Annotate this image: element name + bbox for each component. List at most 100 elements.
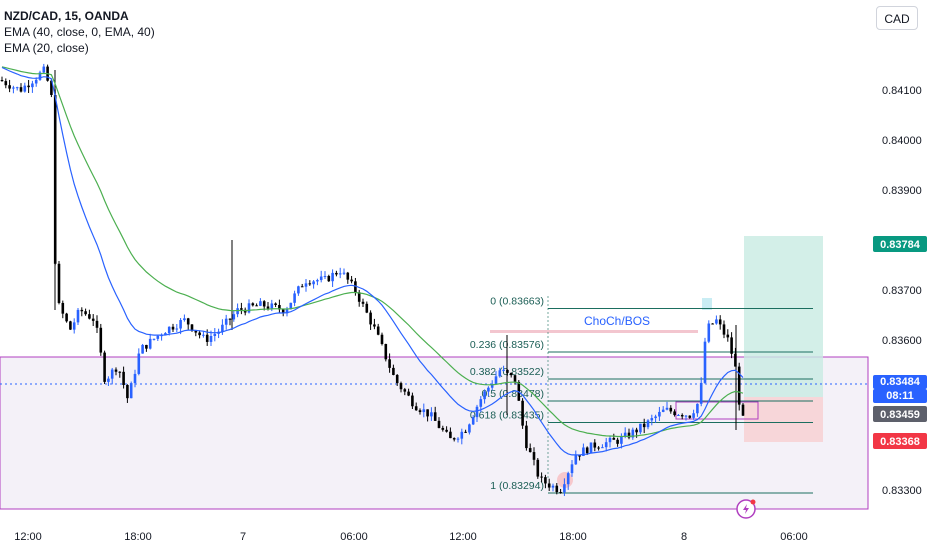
candle-body-69[interactable] <box>262 301 266 307</box>
candle-body-159[interactable] <box>604 442 608 448</box>
candle-body-75[interactable] <box>285 309 289 314</box>
candle-body-185[interactable] <box>703 341 707 383</box>
candle-body-181[interactable] <box>688 415 692 418</box>
candle-body-146[interactable] <box>555 485 559 493</box>
candle-body-52[interactable] <box>198 332 201 336</box>
candle-body-56[interactable] <box>213 333 217 337</box>
candle-body-169[interactable] <box>642 423 646 428</box>
candle-body-166[interactable] <box>631 429 635 438</box>
candle-body-29[interactable] <box>110 369 114 379</box>
candle-body-39[interactable] <box>148 338 152 349</box>
candle-body-184[interactable] <box>699 382 703 404</box>
candle-body-153[interactable] <box>582 447 585 456</box>
candle-body-34[interactable] <box>129 383 133 399</box>
currency-button[interactable]: CAD <box>876 6 918 30</box>
candle-body-168[interactable] <box>639 423 642 433</box>
candle-body-76[interactable] <box>289 302 293 310</box>
candle-body-117[interactable] <box>445 429 448 432</box>
candle-body-26[interactable] <box>99 327 103 353</box>
candle-body-152[interactable] <box>578 455 581 457</box>
candle-body-84[interactable] <box>319 276 323 281</box>
candle-body-32[interactable] <box>122 371 125 385</box>
candle-body-44[interactable] <box>167 326 171 334</box>
candle-body-123[interactable] <box>468 424 471 433</box>
candle-body-79[interactable] <box>300 286 304 288</box>
candle-body-46[interactable] <box>175 328 179 330</box>
candle-body-174[interactable] <box>661 409 665 412</box>
candle-body-144[interactable] <box>547 483 551 488</box>
ema40-legend[interactable]: EMA (40, close, 0, EMA, 40) <box>4 25 155 39</box>
candle-body-92[interactable] <box>350 279 353 282</box>
take-profit-zone[interactable] <box>744 236 823 397</box>
candle-body-116[interactable] <box>441 427 445 430</box>
candle-body-70[interactable] <box>266 306 270 309</box>
candle-body-68[interactable] <box>259 301 262 306</box>
candle-body-1[interactable] <box>4 81 8 86</box>
candle-body-25[interactable] <box>95 320 99 328</box>
candle-body-167[interactable] <box>635 429 638 433</box>
candle-body-74[interactable] <box>281 309 285 314</box>
candle-body-48[interactable] <box>183 318 186 321</box>
candle-body-90[interactable] <box>342 272 346 274</box>
candle-body-18[interactable] <box>69 321 72 330</box>
candle-body-80[interactable] <box>304 283 308 287</box>
candle-body-41[interactable] <box>156 335 160 339</box>
candle-body-88[interactable] <box>335 272 338 275</box>
candle-body-5[interactable] <box>19 87 23 92</box>
candle-body-100[interactable] <box>380 334 384 345</box>
candle-body-31[interactable] <box>118 371 122 373</box>
candle-body-129[interactable] <box>490 383 494 388</box>
candle-body-124[interactable] <box>471 417 475 425</box>
candle-body-19[interactable] <box>72 322 76 330</box>
candle-body-55[interactable] <box>209 336 213 342</box>
candle-body-172[interactable] <box>654 416 657 419</box>
candle-body-58[interactable] <box>221 324 224 332</box>
candle-body-187[interactable] <box>711 323 714 325</box>
candle-body-63[interactable] <box>240 308 243 310</box>
candle-body-22[interactable] <box>84 311 87 315</box>
candle-body-103[interactable] <box>392 367 395 375</box>
candle-body-130[interactable] <box>494 376 498 384</box>
candle-body-2[interactable] <box>8 85 11 89</box>
candle-body-188[interactable] <box>715 319 718 324</box>
candle-body-20[interactable] <box>76 309 80 323</box>
candle-body-36[interactable] <box>137 353 141 374</box>
candle-body-27[interactable] <box>103 352 106 382</box>
candle-body-111[interactable] <box>422 409 426 413</box>
candle-body-155[interactable] <box>589 442 593 454</box>
candle-body-7[interactable] <box>27 85 30 88</box>
candle-body-178[interactable] <box>677 414 680 416</box>
candle-body-176[interactable] <box>669 407 673 412</box>
candle-body-161[interactable] <box>612 437 616 440</box>
time-axis[interactable]: 12:00 18:00 7 06:00 12:00 18:00 8 06:00 <box>14 531 808 543</box>
candle-body-150[interactable] <box>570 464 574 474</box>
candle-body-86[interactable] <box>327 275 331 282</box>
candle-body-38[interactable] <box>145 344 148 349</box>
candle-body-180[interactable] <box>684 415 688 417</box>
candle-body-95[interactable] <box>361 301 365 304</box>
candle-body-137[interactable] <box>521 400 524 426</box>
candle-body-104[interactable] <box>395 374 399 384</box>
candle-body-37[interactable] <box>141 344 144 354</box>
candle-body-93[interactable] <box>354 281 357 293</box>
candle-body-193[interactable] <box>734 353 737 367</box>
candle-body-110[interactable] <box>418 410 422 413</box>
candle-body-59[interactable] <box>224 318 228 325</box>
candle-body-149[interactable] <box>566 473 570 485</box>
candle-body-54[interactable] <box>205 334 209 342</box>
candle-body-53[interactable] <box>202 334 205 336</box>
candle-body-77[interactable] <box>293 293 296 303</box>
candle-body-173[interactable] <box>658 411 661 417</box>
candle-body-91[interactable] <box>346 272 350 280</box>
candle-body-8[interactable] <box>31 83 34 88</box>
candle-body-10[interactable] <box>38 72 42 80</box>
candle-body-94[interactable] <box>357 292 361 302</box>
candle-body-140[interactable] <box>532 452 536 460</box>
candle-body-15[interactable] <box>57 263 61 303</box>
candle-body-30[interactable] <box>114 369 118 372</box>
candle-body-47[interactable] <box>179 320 182 329</box>
candle-body-4[interactable] <box>15 87 19 89</box>
candle-body-132[interactable] <box>502 369 505 371</box>
price-axis[interactable]: 0.841000.840000.839000.837000.836000.835… <box>882 85 922 497</box>
